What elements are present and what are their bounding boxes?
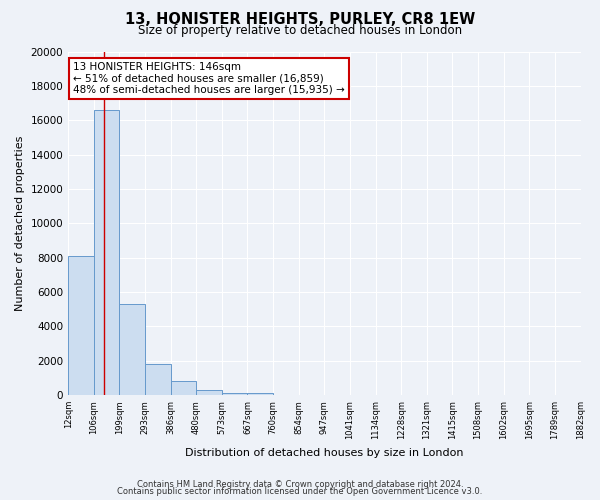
Text: Contains HM Land Registry data © Crown copyright and database right 2024.: Contains HM Land Registry data © Crown c… (137, 480, 463, 489)
X-axis label: Distribution of detached houses by size in London: Distribution of detached houses by size … (185, 448, 464, 458)
Bar (222, 392, 247, 395)
Text: Contains public sector information licensed under the Open Government Licence v3: Contains public sector information licen… (118, 487, 482, 496)
Bar (247, 394, 273, 395)
Bar (94, 110, 119, 395)
Text: 13 HONISTER HEIGHTS: 146sqm
← 51% of detached houses are smaller (16,859)
48% of: 13 HONISTER HEIGHTS: 146sqm ← 51% of det… (73, 62, 345, 95)
Bar (68, 256, 94, 395)
Text: Size of property relative to detached houses in London: Size of property relative to detached ho… (138, 24, 462, 37)
Bar (145, 364, 170, 395)
Y-axis label: Number of detached properties: Number of detached properties (15, 136, 25, 311)
Bar (196, 390, 222, 395)
Bar (119, 304, 145, 395)
Bar (170, 382, 196, 395)
Text: 13, HONISTER HEIGHTS, PURLEY, CR8 1EW: 13, HONISTER HEIGHTS, PURLEY, CR8 1EW (125, 12, 475, 28)
